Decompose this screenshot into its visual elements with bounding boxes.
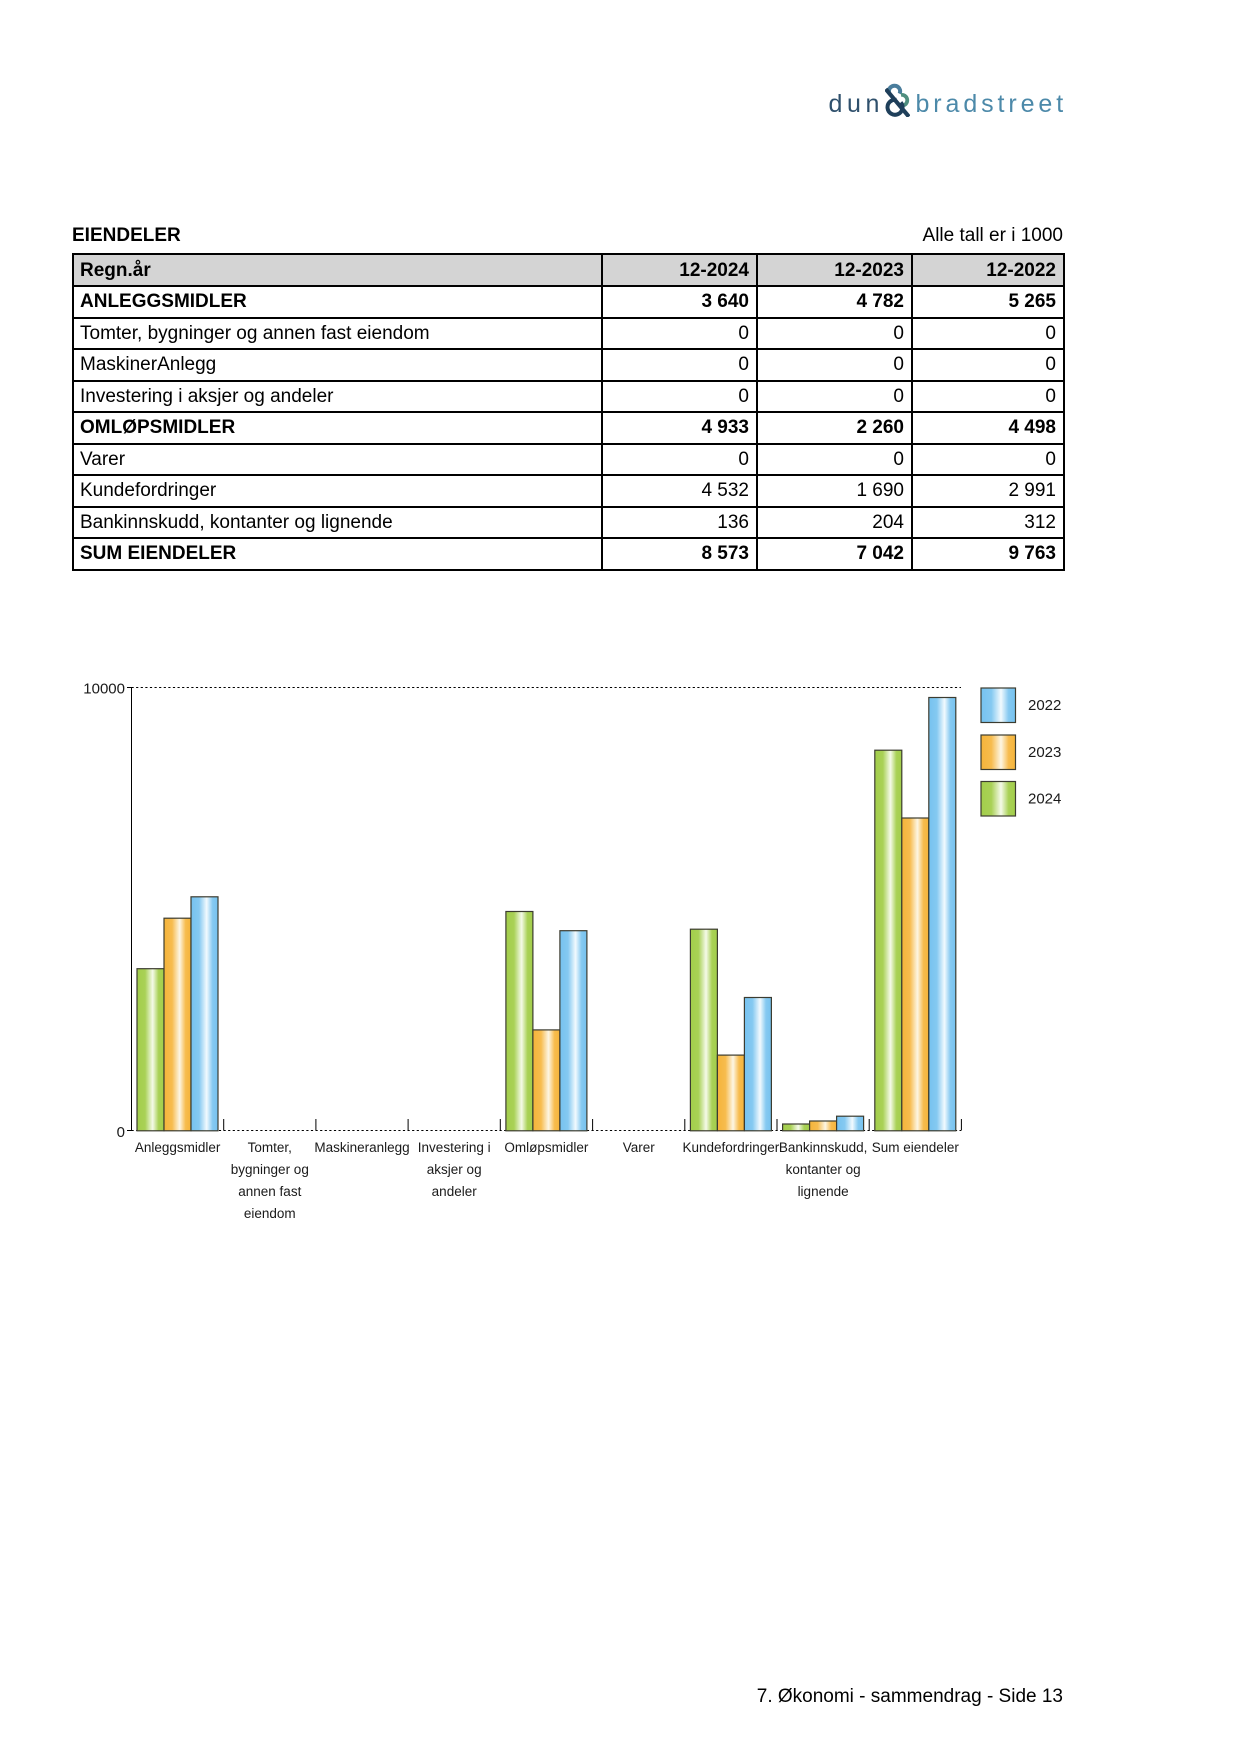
svg-text:Anleggsmidler: Anleggsmidler [135,1140,221,1155]
svg-text:Kundefordringer: Kundefordringer [682,1140,779,1155]
svg-text:bygninger og: bygninger og [231,1162,309,1177]
svg-text:aksjer og: aksjer og [427,1162,482,1177]
svg-text:2023: 2023 [1028,744,1061,761]
svg-text:Sum eiendeler: Sum eiendeler [872,1140,960,1155]
svg-text:10000: 10000 [83,681,125,698]
svg-text:Maskineranlegg: Maskineranlegg [314,1140,409,1155]
svg-text:2024: 2024 [1028,791,1061,808]
svg-text:0: 0 [117,1124,125,1141]
svg-text:andeler: andeler [432,1184,478,1199]
svg-text:Tomter,: Tomter, [248,1140,292,1155]
svg-text:2022: 2022 [1028,697,1061,714]
svg-text:kontanter og: kontanter og [786,1162,861,1177]
svg-text:eiendom: eiendom [244,1206,296,1221]
svg-text:Omløpsmidler: Omløpsmidler [504,1140,589,1155]
svg-text:annen fast: annen fast [238,1184,301,1199]
svg-text:Bankinnskudd,: Bankinnskudd, [779,1140,868,1155]
svg-text:Varer: Varer [623,1140,656,1155]
svg-text:Investering i: Investering i [418,1140,491,1155]
svg-text:lignende: lignende [798,1184,849,1199]
